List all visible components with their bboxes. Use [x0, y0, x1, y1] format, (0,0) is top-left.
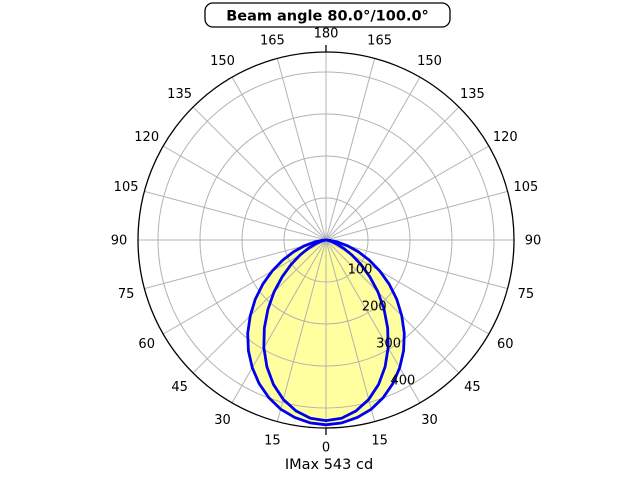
radial-tick-label-400: 400: [390, 374, 415, 389]
angle-tick-label-0: 0: [322, 441, 330, 456]
axis-label-layer: 0 15 15 30 30 45 45 60 60 75 75 90 90 105 105 120 120 135…: [111, 27, 542, 456]
grid-radial: [231, 76, 327, 241]
grid-radial: [325, 239, 460, 374]
angle-tick-label-90: 90: [111, 234, 128, 249]
title-box: [204, 2, 451, 28]
imax-label: IMax 543 cd: [285, 457, 373, 473]
grid-radial: [192, 106, 327, 241]
grid-radial: [144, 239, 327, 290]
grid-radial: [325, 239, 421, 404]
angle-tick-label-15: 15: [264, 433, 281, 448]
grid-radial: [231, 239, 327, 404]
beam-curve-layer: [246, 238, 406, 427]
angle-tick-label-135: 135: [460, 87, 485, 102]
radial-tick-label-300: 300: [376, 337, 401, 352]
angle-tick-label-45: 45: [464, 380, 481, 395]
grid-radial: [325, 76, 421, 241]
chart-title: Beam angle 80.0°/100.0°: [226, 9, 429, 25]
angle-tick-label-120: 120: [134, 130, 159, 145]
angle-tick-label-165: 165: [367, 34, 392, 49]
grid-radial: [325, 239, 376, 422]
grid-radial: [192, 239, 327, 374]
beam-curve-80.0°: [262, 238, 390, 422]
angle-tick-label-60: 60: [497, 337, 514, 352]
grid-radial: [162, 145, 327, 241]
angle-tick-label-45: 45: [171, 380, 188, 395]
angle-tick-label-105: 105: [513, 180, 538, 195]
grid-radial: [325, 58, 376, 241]
angle-tick-label-30: 30: [214, 413, 231, 428]
radial-tick-label-200: 200: [362, 300, 387, 315]
angle-tick-label-180: 180: [314, 27, 339, 42]
angle-tick-label-75: 75: [118, 287, 135, 302]
angle-tick-label-150: 150: [210, 54, 235, 69]
beam-curve-100.0°: [246, 238, 406, 427]
grid-radial: [276, 58, 327, 241]
grid-radial: [325, 239, 508, 290]
angle-tick-label-165: 165: [260, 34, 285, 49]
radial-tick-label-100: 100: [348, 263, 373, 278]
angle-tick-label-135: 135: [167, 87, 192, 102]
title-box-group: Beam angle 80.0°/100.0°: [204, 2, 451, 28]
angle-tick-label-60: 60: [138, 337, 155, 352]
angle-tick-label-75: 75: [518, 287, 535, 302]
angle-tick-label-90: 90: [525, 234, 542, 249]
grid-radial: [325, 106, 460, 241]
angle-tick-label-105: 105: [114, 180, 139, 195]
angle-tick-label-30: 30: [421, 413, 438, 428]
angle-tick-label-150: 150: [417, 54, 442, 69]
grid-radial: [325, 190, 508, 241]
grid-radial: [144, 190, 327, 241]
grid-radial: [276, 239, 327, 422]
grid-radial: [325, 145, 490, 241]
angle-tick-label-120: 120: [493, 130, 518, 145]
angle-tick-label-15: 15: [371, 433, 388, 448]
